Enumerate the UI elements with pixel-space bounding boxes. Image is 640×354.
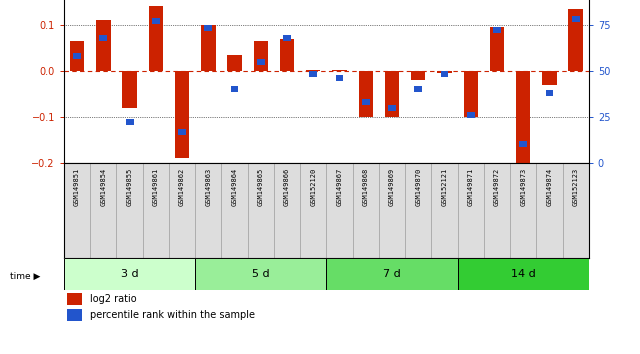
Bar bbox=[388, 105, 396, 110]
Bar bbox=[385, 71, 399, 117]
Bar bbox=[178, 129, 186, 135]
Bar bbox=[493, 27, 501, 33]
Bar bbox=[519, 142, 527, 147]
Bar bbox=[116, 163, 143, 258]
Bar bbox=[358, 71, 373, 117]
Bar bbox=[204, 25, 212, 32]
Text: GSM152120: GSM152120 bbox=[310, 167, 316, 206]
Bar bbox=[253, 41, 268, 71]
Text: GSM149855: GSM149855 bbox=[127, 167, 132, 206]
Bar bbox=[143, 163, 169, 258]
Bar bbox=[227, 55, 242, 71]
Text: GSM149872: GSM149872 bbox=[494, 167, 500, 206]
Bar bbox=[70, 41, 84, 71]
Bar bbox=[96, 20, 111, 71]
Bar bbox=[572, 16, 580, 22]
Bar bbox=[309, 72, 317, 78]
Bar bbox=[431, 163, 458, 258]
Bar bbox=[90, 163, 116, 258]
Bar bbox=[221, 163, 248, 258]
Bar bbox=[148, 6, 163, 71]
Bar bbox=[64, 258, 195, 290]
Bar bbox=[516, 71, 531, 163]
Bar bbox=[467, 112, 475, 118]
Text: GSM149873: GSM149873 bbox=[520, 167, 526, 206]
Text: GSM149870: GSM149870 bbox=[415, 167, 421, 206]
Text: GSM149854: GSM149854 bbox=[100, 167, 106, 206]
Text: GSM149864: GSM149864 bbox=[232, 167, 237, 206]
Bar bbox=[458, 258, 589, 290]
Text: GSM149874: GSM149874 bbox=[547, 167, 552, 206]
Bar bbox=[536, 163, 563, 258]
Bar bbox=[510, 163, 536, 258]
Bar bbox=[306, 70, 321, 71]
Text: 3 d: 3 d bbox=[121, 269, 138, 279]
Bar bbox=[414, 86, 422, 92]
Bar bbox=[335, 75, 344, 81]
Bar bbox=[545, 90, 554, 96]
Bar bbox=[300, 163, 326, 258]
Bar bbox=[411, 71, 426, 80]
Bar bbox=[67, 293, 83, 304]
Text: percentile rank within the sample: percentile rank within the sample bbox=[90, 310, 255, 320]
Bar bbox=[437, 71, 452, 73]
Text: log2 ratio: log2 ratio bbox=[90, 294, 137, 304]
Bar bbox=[152, 18, 160, 24]
Bar bbox=[73, 53, 81, 59]
Bar bbox=[440, 72, 449, 78]
Bar bbox=[568, 8, 583, 71]
Text: 7 d: 7 d bbox=[383, 269, 401, 279]
Text: GSM149862: GSM149862 bbox=[179, 167, 185, 206]
Bar bbox=[125, 119, 134, 125]
Bar bbox=[280, 39, 294, 71]
Bar bbox=[353, 163, 379, 258]
Bar bbox=[463, 71, 478, 117]
Bar bbox=[99, 35, 108, 41]
Bar bbox=[201, 25, 216, 71]
Bar bbox=[169, 163, 195, 258]
Bar bbox=[563, 163, 589, 258]
Text: GSM149861: GSM149861 bbox=[153, 167, 159, 206]
Text: GSM149851: GSM149851 bbox=[74, 167, 80, 206]
Text: GSM152123: GSM152123 bbox=[573, 167, 579, 206]
Text: GSM149867: GSM149867 bbox=[337, 167, 342, 206]
Bar bbox=[490, 27, 504, 71]
Text: GSM149866: GSM149866 bbox=[284, 167, 290, 206]
Bar bbox=[67, 309, 83, 321]
Bar bbox=[274, 163, 300, 258]
Bar bbox=[458, 163, 484, 258]
Text: GSM149863: GSM149863 bbox=[205, 167, 211, 206]
Bar bbox=[332, 70, 347, 71]
Bar bbox=[283, 35, 291, 41]
Bar bbox=[248, 163, 274, 258]
Text: GSM149871: GSM149871 bbox=[468, 167, 474, 206]
Bar bbox=[175, 71, 189, 158]
Bar bbox=[542, 71, 557, 85]
Text: GSM149869: GSM149869 bbox=[389, 167, 395, 206]
Bar bbox=[326, 258, 458, 290]
Bar bbox=[195, 258, 326, 290]
Bar bbox=[405, 163, 431, 258]
Bar bbox=[484, 163, 510, 258]
Text: 14 d: 14 d bbox=[511, 269, 536, 279]
Bar bbox=[326, 163, 353, 258]
Text: GSM149865: GSM149865 bbox=[258, 167, 264, 206]
Bar bbox=[230, 86, 239, 92]
Text: GSM152121: GSM152121 bbox=[442, 167, 447, 206]
Bar bbox=[122, 71, 137, 108]
Text: 5 d: 5 d bbox=[252, 269, 269, 279]
Text: GSM149868: GSM149868 bbox=[363, 167, 369, 206]
Text: time ▶: time ▶ bbox=[10, 272, 40, 280]
Bar bbox=[362, 99, 370, 105]
Bar bbox=[257, 59, 265, 64]
Bar bbox=[64, 163, 90, 258]
Bar bbox=[195, 163, 221, 258]
Bar bbox=[379, 163, 405, 258]
